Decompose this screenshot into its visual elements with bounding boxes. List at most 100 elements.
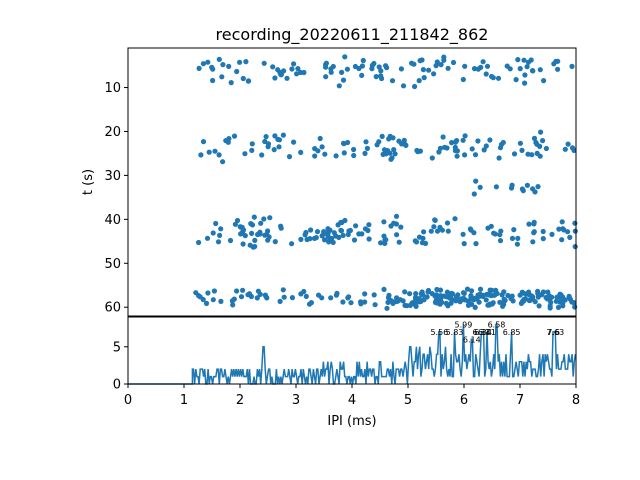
raster-point bbox=[211, 288, 217, 294]
raster-point bbox=[351, 237, 358, 243]
raster-point bbox=[483, 297, 489, 303]
raster-point bbox=[360, 57, 366, 64]
x-tick-label: 6 bbox=[460, 393, 468, 408]
raster-point bbox=[364, 145, 370, 151]
raster-point bbox=[218, 298, 224, 304]
raster-point bbox=[262, 232, 268, 238]
raster-point bbox=[431, 71, 437, 77]
raster-point bbox=[555, 58, 561, 64]
raster-point bbox=[252, 243, 258, 250]
raster-point bbox=[303, 293, 309, 299]
raster-point bbox=[515, 235, 521, 241]
raster-point bbox=[200, 61, 206, 67]
raster-point bbox=[540, 228, 546, 235]
raster-point bbox=[359, 63, 365, 69]
raster-point bbox=[525, 59, 532, 65]
raster-point bbox=[412, 83, 418, 90]
raster-point bbox=[226, 63, 232, 69]
raster-point bbox=[348, 300, 354, 306]
raster-point bbox=[441, 54, 447, 60]
raster-point bbox=[504, 63, 510, 69]
raster-point bbox=[428, 228, 434, 234]
raster-point bbox=[353, 223, 359, 229]
raster-point bbox=[402, 141, 408, 147]
raster-point bbox=[308, 227, 314, 233]
raster-point bbox=[386, 136, 392, 142]
raster-point bbox=[473, 241, 479, 247]
raster-point bbox=[338, 228, 345, 234]
raster-point bbox=[431, 224, 437, 230]
raster-point bbox=[429, 155, 435, 161]
x-tick-label: 1 bbox=[180, 393, 188, 408]
raster-point bbox=[472, 152, 479, 158]
histogram-x-ticks: 0 1 2 3 4 5 6 7 8 bbox=[124, 384, 580, 408]
raster-point bbox=[329, 235, 335, 242]
raster-point bbox=[267, 215, 273, 221]
raster-point bbox=[398, 224, 404, 230]
raster-point bbox=[391, 147, 397, 153]
raster-point bbox=[524, 182, 531, 188]
raster-point bbox=[517, 140, 524, 146]
raster-point bbox=[205, 290, 211, 296]
raster-point bbox=[495, 75, 502, 81]
raster-point bbox=[483, 143, 489, 149]
raster-point bbox=[398, 66, 404, 72]
raster-point bbox=[356, 231, 362, 237]
raster-point bbox=[394, 298, 400, 305]
raster-point bbox=[567, 234, 573, 240]
raster-point bbox=[565, 229, 571, 235]
raster-point bbox=[454, 153, 460, 159]
raster-point bbox=[420, 67, 426, 73]
raster-point bbox=[413, 291, 419, 297]
raster-point bbox=[511, 151, 518, 157]
raster-point bbox=[486, 292, 492, 298]
raster-point bbox=[362, 150, 368, 156]
raster-point bbox=[198, 152, 204, 158]
raster-point bbox=[270, 64, 276, 70]
raster-point bbox=[275, 67, 281, 73]
raster-point bbox=[381, 219, 387, 225]
raster-point bbox=[344, 66, 350, 72]
raster-point bbox=[468, 227, 474, 233]
raster-point bbox=[509, 235, 516, 241]
raster-point bbox=[492, 292, 498, 298]
raster-point bbox=[452, 144, 458, 150]
raster-point bbox=[376, 64, 382, 70]
histogram-axes: 5.565.835.996.146.316.346.416.586.85 7.67… bbox=[113, 316, 580, 429]
raster-point bbox=[497, 145, 504, 151]
raster-point bbox=[321, 229, 327, 235]
raster-point bbox=[339, 69, 345, 75]
raster-point bbox=[389, 78, 396, 84]
raster-point bbox=[261, 216, 267, 222]
raster-point bbox=[204, 235, 211, 241]
raster-point bbox=[223, 138, 229, 144]
raster-point bbox=[358, 301, 364, 307]
raster-point bbox=[414, 147, 420, 154]
raster-point bbox=[362, 291, 368, 297]
raster-point bbox=[351, 152, 357, 159]
raster-point bbox=[342, 217, 348, 224]
raster-point bbox=[295, 66, 301, 72]
raster-point bbox=[477, 291, 483, 297]
raster-point bbox=[497, 238, 504, 244]
raster-point bbox=[340, 77, 347, 83]
raster-point bbox=[535, 184, 541, 190]
raster-point bbox=[345, 295, 351, 301]
peak-label: 5.83 bbox=[446, 328, 464, 337]
raster-point bbox=[280, 132, 286, 138]
raster-point bbox=[232, 221, 238, 227]
raster-point bbox=[511, 227, 517, 233]
raster-point bbox=[534, 141, 540, 147]
raster-point bbox=[265, 141, 272, 147]
raster-axes: recording_20220611_211842_862 10 20 30 40 50… bbox=[81, 25, 578, 317]
raster-point bbox=[537, 67, 543, 73]
raster-point bbox=[562, 146, 568, 152]
raster-point bbox=[205, 59, 211, 65]
raster-point bbox=[434, 228, 441, 234]
raster-point bbox=[325, 229, 331, 236]
raster-point bbox=[234, 288, 240, 294]
raster-point bbox=[345, 231, 351, 238]
raster-point bbox=[445, 65, 451, 71]
raster-point bbox=[255, 231, 261, 238]
